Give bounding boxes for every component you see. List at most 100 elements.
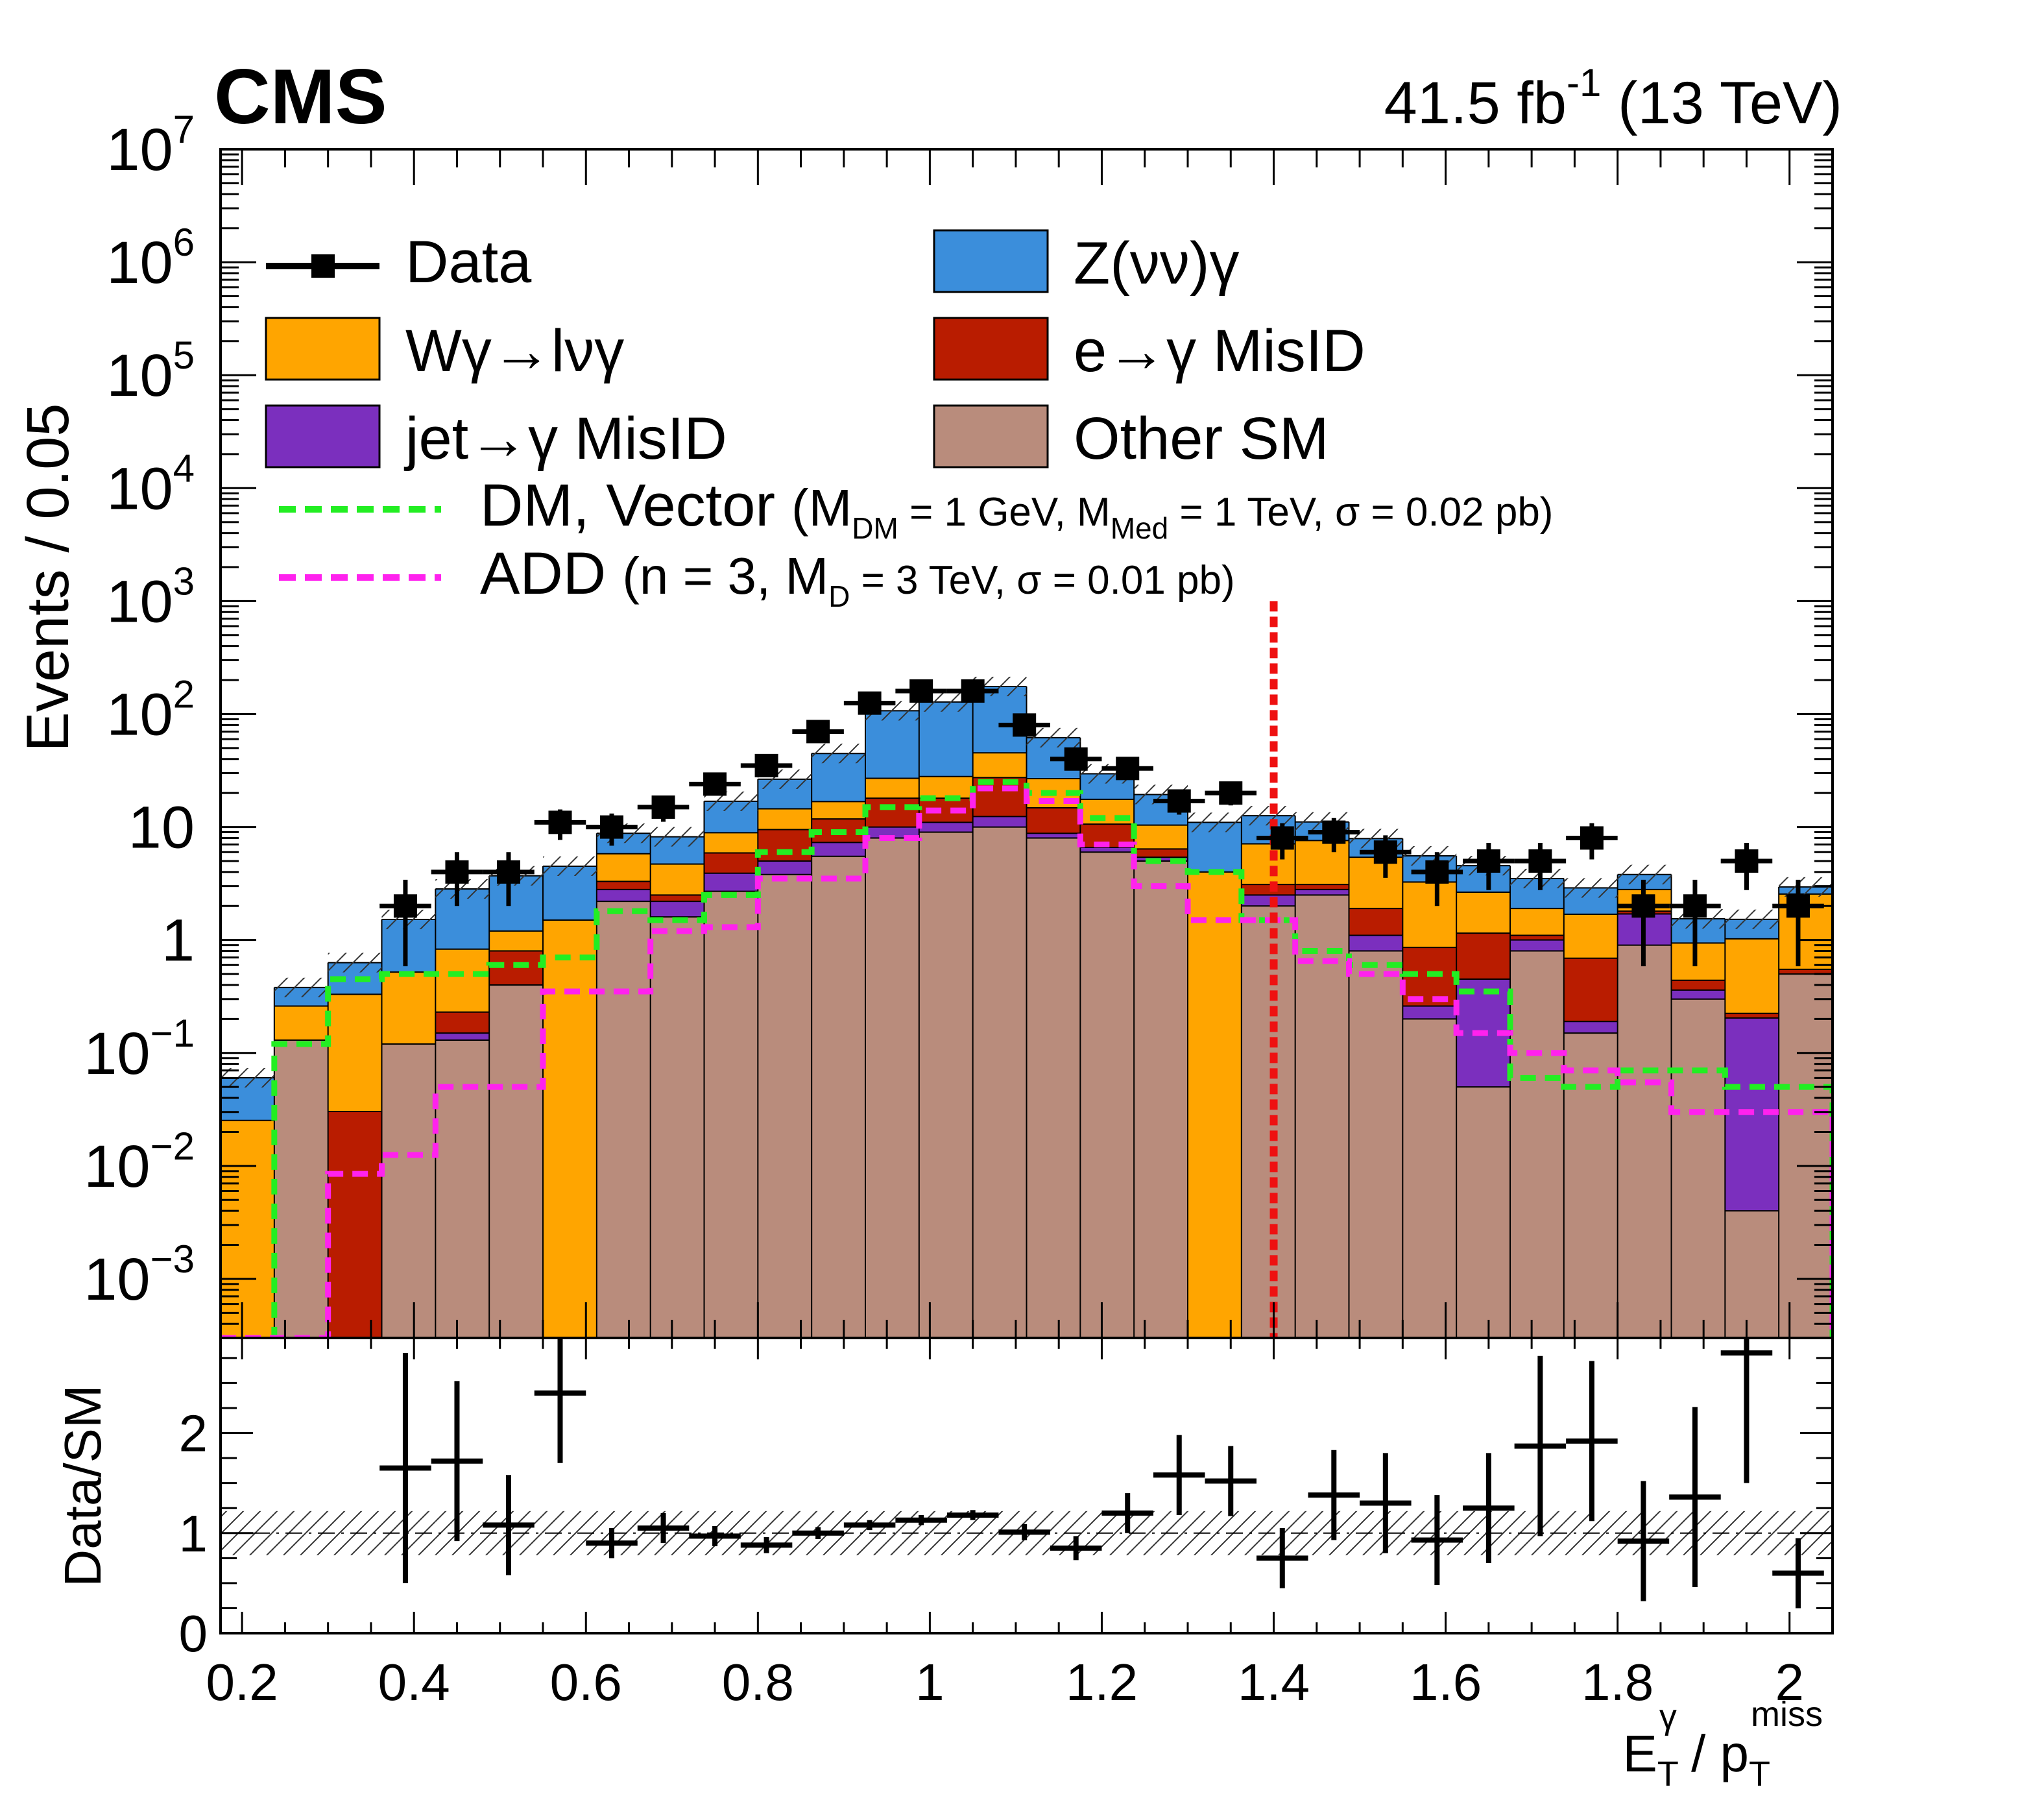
legend-add-label: ADD (n = 3, MD = 3 TeV, σ = 0.01 pb) (480, 541, 1235, 613)
ratio-point (740, 1537, 793, 1553)
bar (1295, 840, 1349, 885)
ratio-point (586, 1528, 638, 1559)
data-point (1205, 781, 1257, 806)
y-tick-label: 10−2 (84, 1124, 195, 1200)
ratio-point (1772, 1538, 1824, 1609)
band-bin (812, 744, 865, 764)
signal-add (221, 785, 1833, 1338)
bar (1241, 906, 1295, 1338)
ratio-point (1669, 1407, 1721, 1588)
y-tick-label: 106 (106, 221, 195, 296)
bar (1563, 1033, 1618, 1338)
experiment-label: CMS (214, 53, 387, 140)
data-marker (1116, 757, 1140, 781)
bar (1456, 892, 1510, 934)
bar (704, 891, 758, 1338)
x-label-sep: / p (1677, 1725, 1749, 1782)
bar (812, 842, 865, 856)
bar (1134, 860, 1188, 1338)
band-bin (543, 856, 597, 876)
signal-histograms (221, 779, 1833, 1338)
bar (704, 832, 758, 853)
bar (328, 994, 382, 1112)
bar (704, 873, 758, 892)
ratio-point (379, 1353, 431, 1583)
x-label-base: E (1622, 1725, 1657, 1782)
bar (650, 864, 704, 895)
bar (1779, 969, 1833, 975)
data-marker (961, 679, 985, 703)
data-point (1308, 818, 1360, 853)
bar (1188, 871, 1242, 1338)
main-plot (221, 601, 1833, 1338)
ratio-tick-label: 2 (179, 1405, 208, 1463)
legend-entry-e-misid: e→γ MisID (933, 317, 1365, 384)
legend-add-p1: (n = 3, M (622, 547, 828, 605)
legend-label: Z(νν)γ (1074, 230, 1239, 297)
legend-dm-name: DM, Vector (480, 472, 775, 539)
legend-label: Wγ→lνγ (405, 318, 624, 384)
bar (1241, 895, 1295, 906)
ratio-point (1308, 1450, 1360, 1540)
ratio-point (1101, 1493, 1153, 1533)
legend-add-p1sub: D (828, 579, 850, 613)
bar (1402, 1006, 1457, 1019)
bar (381, 972, 436, 1044)
data-marker (806, 720, 830, 744)
legend-add-name: ADD (480, 541, 606, 607)
ratio-point (1153, 1435, 1205, 1515)
lumi-exponent: -1 (1567, 61, 1601, 104)
y-tick-label: 1 (162, 908, 195, 974)
data-point (379, 879, 431, 967)
data-point (946, 679, 999, 703)
ratio-point (843, 1520, 896, 1531)
data-marker (1735, 849, 1759, 873)
lumi-label: 41.5 fb-1 (13 TeV) (1384, 61, 1842, 136)
data-point (895, 679, 947, 703)
x-tick-label: 1 (915, 1653, 944, 1711)
data-marker (1064, 747, 1088, 771)
ratio-point (689, 1525, 741, 1546)
y-tick-label: 10−1 (84, 1012, 195, 1087)
y-tick-label: 102 (106, 672, 195, 747)
bar (1725, 1013, 1779, 1018)
bar (1295, 889, 1349, 895)
bar (435, 1012, 490, 1034)
legend-signal-dm: DM, Vector (MDM = 1 GeV, MMed = 1 TeV, σ … (279, 472, 1553, 545)
bar (919, 822, 973, 832)
legend-swatch (933, 317, 1049, 381)
y-tick-label: 107 (106, 108, 195, 183)
x-tick-label: 0.6 (550, 1653, 622, 1711)
bar (274, 1006, 328, 1040)
data-point (792, 720, 844, 744)
legend-label: e→γ MisID (1074, 318, 1365, 384)
bar (1134, 825, 1188, 849)
ratio-point (1617, 1481, 1670, 1601)
bar (1402, 882, 1457, 948)
legend-entry-jet-misid: jet→γ MisID (265, 404, 727, 472)
ratio-point (1205, 1446, 1257, 1516)
bar (1510, 951, 1564, 1338)
ratio-point (1514, 1355, 1567, 1537)
data-point (843, 691, 896, 715)
bar (328, 1112, 382, 1338)
bar (919, 701, 973, 777)
y-tick-label: 104 (106, 446, 195, 522)
ratio-point (534, 1338, 586, 1463)
bar (435, 949, 490, 1012)
bar (650, 895, 704, 902)
x-tick-label: 1.6 (1410, 1653, 1482, 1711)
data-marker (754, 753, 778, 777)
data-marker (1476, 849, 1500, 873)
bar (1725, 938, 1779, 1014)
bar (1510, 908, 1564, 936)
data-point (637, 795, 690, 822)
legend-swatch (265, 404, 381, 468)
bar (596, 901, 651, 1338)
legend-dm-p1sub: DM (852, 511, 898, 545)
lumi-value: 41.5 fb (1384, 70, 1567, 136)
data-marker (1580, 826, 1604, 850)
ratio-point (1256, 1528, 1308, 1588)
legend-swatch (933, 229, 1049, 293)
